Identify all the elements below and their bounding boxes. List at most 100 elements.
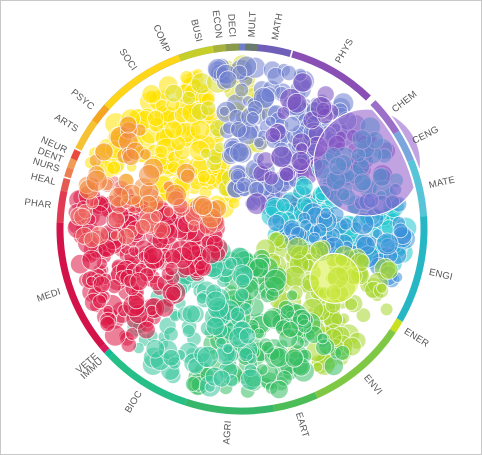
ring-segment-engi[interactable] <box>396 216 428 322</box>
bubble-medicine[interactable] <box>92 275 111 294</box>
bubble-medicine[interactable] <box>125 327 139 341</box>
bubble-computing-math[interactable] <box>280 65 297 82</box>
ring-segment-bioc[interactable] <box>108 352 187 406</box>
energy-highlight[interactable] <box>309 252 361 304</box>
bubble-humanities-social[interactable] <box>147 109 165 127</box>
bubble-pharma-health[interactable] <box>83 231 101 249</box>
bubble-earth-agri[interactable] <box>286 289 299 302</box>
bubble-earth-agri[interactable] <box>284 348 304 368</box>
ring-segment-eart[interactable] <box>272 392 318 412</box>
bubble-medicine[interactable] <box>128 245 140 257</box>
bubble-neuro-psych[interactable] <box>122 148 140 166</box>
bubble-neuro-psych[interactable] <box>138 164 161 187</box>
bubble-energy-environment[interactable] <box>376 282 388 294</box>
bubble-engineering[interactable] <box>375 232 399 256</box>
bubble-biochem[interactable] <box>238 347 254 363</box>
bubble-computing-math[interactable] <box>229 121 247 139</box>
bubble-earth-agri[interactable] <box>279 304 295 320</box>
ring-segment-nurs[interactable] <box>64 167 74 179</box>
bubble-physics[interactable] <box>264 127 281 144</box>
ring-segment-immu[interactable] <box>104 348 114 358</box>
bubble-humanities-social[interactable] <box>227 196 241 210</box>
bubble-medicine[interactable] <box>137 320 156 340</box>
bubble-pharma-health[interactable] <box>150 210 163 223</box>
bubble-biochem[interactable] <box>181 304 201 324</box>
bubble-computing-math[interactable] <box>264 115 277 128</box>
ring-segment-arts[interactable] <box>75 119 98 151</box>
physics-highlight[interactable] <box>313 108 421 217</box>
bubble-medicine[interactable] <box>164 261 179 276</box>
bubble-neuro-psych[interactable] <box>85 169 108 192</box>
bubble-energy-environment[interactable] <box>379 260 399 280</box>
bubble-business[interactable] <box>200 100 217 117</box>
bubble-physics[interactable] <box>263 170 279 186</box>
bubble-pharma-health[interactable] <box>107 210 126 229</box>
bubble-computing-math[interactable] <box>234 82 250 98</box>
bubble-earth-agri[interactable] <box>185 376 201 392</box>
bubble-medicine[interactable] <box>81 249 103 271</box>
bubble-pharma-health[interactable] <box>187 219 201 233</box>
bubble-biochem[interactable] <box>224 256 238 270</box>
bubble-neuro-psych[interactable] <box>164 183 187 206</box>
bubble-physics[interactable] <box>309 96 333 119</box>
bubble-physics[interactable] <box>276 106 291 120</box>
bubble-physics[interactable] <box>270 145 293 169</box>
ring-segment-mult[interactable] <box>245 43 259 52</box>
bubble-humanities-social[interactable] <box>106 160 121 176</box>
bubble-pharma-health[interactable] <box>134 218 151 235</box>
bubble-neuro-psych[interactable] <box>94 142 114 162</box>
bubble-medicine[interactable] <box>92 294 107 309</box>
ring-segment-medi[interactable] <box>56 222 106 349</box>
bubble-earth-agri[interactable] <box>296 313 309 326</box>
ring-segment-agri[interactable] <box>184 398 275 415</box>
bubble-biochem[interactable] <box>205 316 225 336</box>
ring-segment-mate[interactable] <box>407 159 428 217</box>
bubble-biochem[interactable] <box>162 349 181 367</box>
bubble-earth-agri[interactable] <box>262 309 282 329</box>
ring-segment-heal[interactable] <box>60 177 71 192</box>
bubble-business[interactable] <box>181 90 197 106</box>
bubble-computing-math[interactable] <box>253 136 265 149</box>
bubble-medicine[interactable] <box>201 244 222 265</box>
bubble-medicine[interactable] <box>99 315 116 332</box>
bubble-pharma-health[interactable] <box>73 207 92 226</box>
bubble-pharma-health[interactable] <box>163 206 175 218</box>
bubble-earth-agri[interactable] <box>261 340 275 355</box>
bubble-pharma-health[interactable] <box>153 221 171 240</box>
bubble-medicine[interactable] <box>180 240 201 261</box>
bubble-energy-environment[interactable] <box>379 302 394 317</box>
bubble-biochem[interactable] <box>182 324 196 338</box>
bubble-computing-math[interactable] <box>218 70 238 90</box>
bubble-biochem[interactable] <box>234 287 250 303</box>
bubble-pharma-health[interactable] <box>117 228 135 246</box>
bubble-chemistry-materials[interactable] <box>295 177 314 197</box>
bubble-humanities-social[interactable] <box>164 120 183 139</box>
bubble-earth-agri[interactable] <box>269 379 289 400</box>
bubble-biochem[interactable] <box>145 339 166 359</box>
ring-segment-psyc[interactable] <box>91 104 110 125</box>
bubble-biochem[interactable] <box>205 290 227 312</box>
bubble-neuro-psych[interactable] <box>139 148 152 161</box>
bubble-neuro-psych[interactable] <box>194 197 213 216</box>
ring-segment-econ[interactable] <box>212 44 227 53</box>
ring-segment-phar[interactable] <box>56 190 68 223</box>
bubble-neuro-psych[interactable] <box>180 168 196 184</box>
bubble-earth-agri[interactable] <box>281 320 299 338</box>
ring-segment-deci[interactable] <box>225 43 239 52</box>
bubble-biochem[interactable] <box>212 369 231 388</box>
bubble-physics[interactable] <box>286 92 308 114</box>
bubble-engineering[interactable] <box>392 222 409 239</box>
ring-segment-soci[interactable] <box>104 54 181 110</box>
bubble-engineering[interactable] <box>319 207 332 220</box>
ring-segment-vete[interactable] <box>99 343 110 354</box>
bubble-biochem[interactable] <box>239 368 262 391</box>
bubble-physics[interactable] <box>290 150 311 171</box>
bubble-computing-math[interactable] <box>283 115 301 133</box>
bubble-humanities-social[interactable] <box>141 84 162 105</box>
bubble-engineering[interactable] <box>267 214 286 232</box>
bubble-humanities-social[interactable] <box>154 144 169 159</box>
bubble-biochem[interactable] <box>238 327 256 345</box>
bubble-biochem[interactable] <box>230 306 246 322</box>
bubble-computing-math[interactable] <box>218 105 230 117</box>
bubble-earth-agri[interactable] <box>334 345 351 361</box>
